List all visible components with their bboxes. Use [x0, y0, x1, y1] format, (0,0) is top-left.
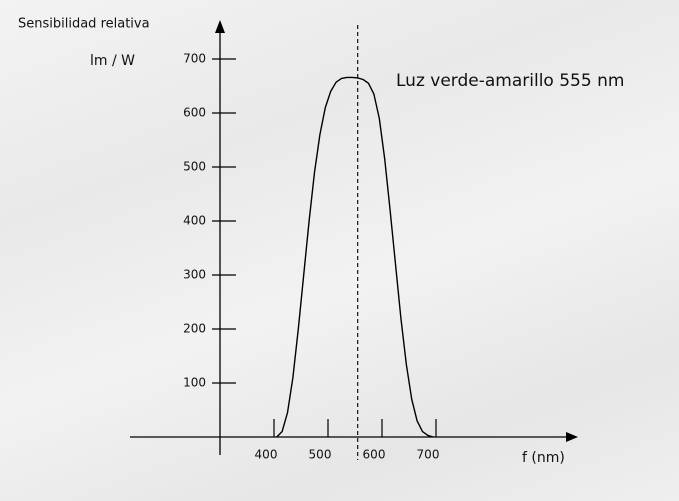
x-axis-arrow — [566, 432, 578, 442]
y-tick-label: 200 — [183, 322, 206, 336]
y-tick-label: 700 — [183, 52, 206, 66]
y-tick-label: 500 — [183, 160, 206, 174]
x-axis-label: f (nm) — [522, 450, 565, 466]
x-tick-label: 500 — [309, 448, 332, 462]
y-axis-unit: lm / W — [90, 53, 135, 69]
x-tick-label: 400 — [255, 448, 278, 462]
annotation: Luz verde-amarillo 555 nm — [396, 71, 624, 91]
x-tick-label: 600 — [363, 448, 386, 462]
y-tick-label: 600 — [183, 106, 206, 120]
y-axis-arrow — [215, 20, 225, 33]
curve — [276, 76, 434, 438]
y-tick-label: 100 — [183, 376, 206, 390]
y-tick-label: 300 — [183, 268, 206, 282]
x-tick-label: 700 — [417, 448, 440, 462]
y-tick-label: 400 — [183, 214, 206, 228]
y-axis-label: Sensibilidad relativa — [18, 17, 150, 32]
